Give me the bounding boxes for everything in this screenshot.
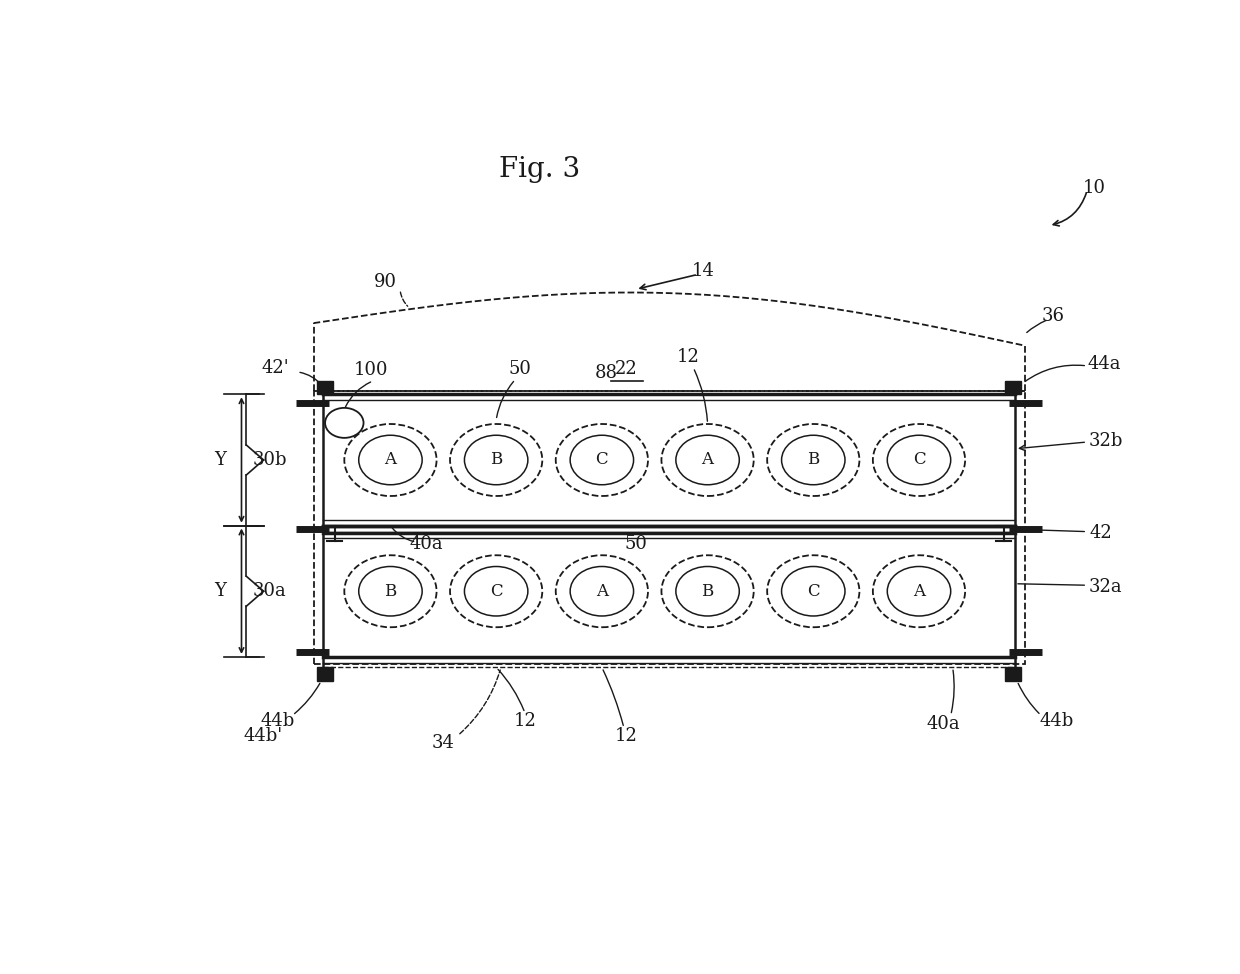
Text: Y: Y	[215, 451, 226, 469]
Text: 42: 42	[1089, 524, 1112, 543]
Text: C: C	[595, 452, 608, 468]
Text: 88: 88	[595, 363, 619, 382]
Text: C: C	[490, 582, 502, 600]
Text: 40a: 40a	[926, 715, 960, 733]
Text: 34: 34	[432, 734, 455, 752]
Text: 12: 12	[615, 727, 637, 744]
Bar	[317, 667, 332, 681]
Text: B: B	[490, 452, 502, 468]
Text: 32a: 32a	[1089, 579, 1122, 596]
Text: 100: 100	[353, 361, 388, 380]
Text: 12: 12	[677, 348, 699, 366]
Bar	[317, 381, 332, 394]
Text: 44a: 44a	[1087, 356, 1121, 373]
Text: C: C	[807, 582, 820, 600]
Text: 40a: 40a	[409, 536, 443, 553]
Text: C: C	[913, 452, 925, 468]
Text: B: B	[807, 452, 820, 468]
Text: 42': 42'	[262, 359, 289, 377]
Text: 30a: 30a	[253, 582, 286, 600]
Text: A: A	[913, 582, 925, 600]
Bar	[314, 391, 1024, 664]
Text: 44b: 44b	[260, 712, 294, 730]
Text: B: B	[384, 582, 397, 600]
Text: 50: 50	[624, 536, 647, 553]
Text: 36: 36	[1042, 307, 1065, 324]
Bar	[1006, 667, 1021, 681]
Text: 10: 10	[1083, 179, 1105, 197]
Text: 44b: 44b	[1039, 712, 1074, 730]
Text: 30b: 30b	[253, 451, 288, 469]
Text: Y: Y	[215, 582, 226, 600]
Text: 12: 12	[513, 712, 537, 730]
Text: 90: 90	[374, 273, 397, 291]
Text: 44b': 44b'	[244, 727, 283, 744]
Bar	[1006, 381, 1021, 394]
Text: 32b: 32b	[1089, 432, 1123, 450]
Text: 22: 22	[615, 359, 637, 378]
Text: A: A	[384, 452, 397, 468]
Text: A: A	[596, 582, 608, 600]
Text: 14: 14	[692, 262, 714, 280]
Text: A: A	[702, 452, 713, 468]
Text: B: B	[702, 582, 714, 600]
Text: Fig. 3: Fig. 3	[498, 156, 580, 183]
Text: 50: 50	[508, 359, 532, 378]
